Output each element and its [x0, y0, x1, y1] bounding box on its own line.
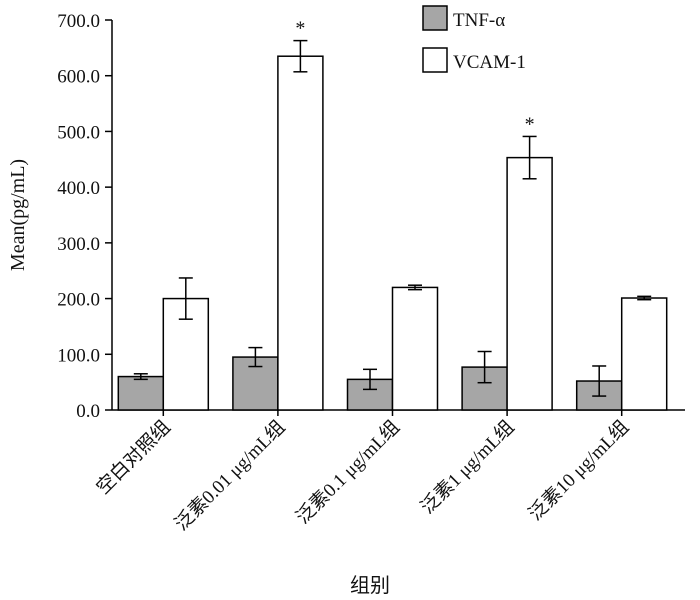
legend-swatch [422, 47, 448, 73]
y-tick-label: 700.0 [57, 11, 100, 32]
x-category-label: 泛素0.01 μg/mL组 [170, 416, 289, 535]
legend-label: TNF-α [453, 10, 505, 31]
legend: TNF-α VCAM-1 [422, 5, 526, 73]
significance-asterisk: * [295, 18, 305, 40]
x-axis-title: 组别 [350, 574, 390, 597]
legend-swatch [422, 5, 448, 31]
significance-asterisk: * [525, 113, 535, 135]
y-tick-label: 400.0 [57, 178, 100, 199]
x-category-label: 泛素10 μg/mL组 [524, 416, 633, 525]
y-tick-label: 500.0 [57, 122, 100, 143]
bar-vcam-1-4 [620, 297, 668, 411]
bar-tnf--0 [117, 375, 165, 411]
y-tick-label: 0.0 [76, 401, 100, 422]
y-tick-label: 100.0 [57, 345, 100, 366]
x-category-label: 泛素0.1 μg/mL组 [292, 416, 404, 528]
y-tick-label: 600.0 [57, 67, 100, 88]
bars [117, 55, 668, 411]
x-category-label: 泛素1 μg/mL组 [416, 416, 518, 518]
y-axis-ticks: 0.0 100.0 200.0 300.0 400.0 500.0 600.0 700.0 [57, 11, 112, 422]
y-tick-label: 300.0 [57, 234, 100, 255]
x-category-label: 空白对照组 [92, 416, 175, 499]
bar-vcam-1-2 [391, 286, 439, 411]
y-axis-title: Mean(pg/mL) [7, 159, 29, 271]
bar-vcam-1-1 [277, 55, 324, 411]
bar-vcam-1-3 [506, 156, 553, 411]
y-tick-label: 200.0 [57, 290, 100, 311]
legend-label: VCAM-1 [453, 52, 526, 73]
significance-marks: ** [295, 18, 534, 136]
error-bars [133, 39, 652, 397]
